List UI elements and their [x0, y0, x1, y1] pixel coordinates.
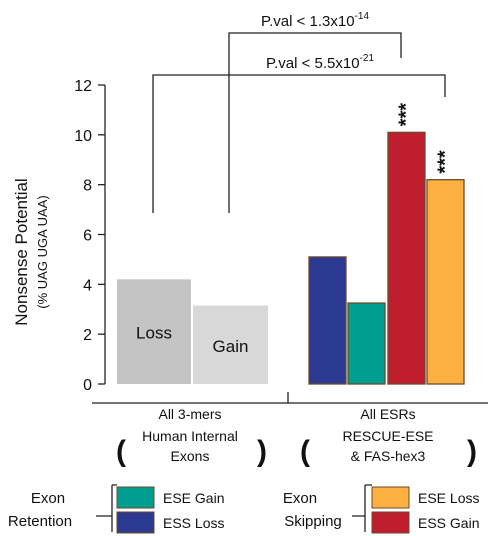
x-axis: All 3-mers Human Internal Exons () All ESRs R…	[92, 392, 488, 468]
y-axis: 0 2 4 6 8 10 12	[74, 78, 106, 394]
legend-bracket	[352, 484, 372, 532]
bracket-1	[228, 32, 402, 213]
significance-marker: ***	[396, 103, 418, 127]
y-axis-title: Nonsense Potential (% UAG UGA UAA)	[12, 178, 50, 325]
bar	[426, 179, 465, 385]
y-tick-label: 0	[83, 377, 92, 394]
y-tick-label: 10	[74, 128, 92, 145]
legend-title-line: Exon	[283, 490, 317, 507]
legend-label: ESE Gain	[163, 490, 224, 506]
legend: Exon Retention ESE Gain ESS Loss Exon Skippin…	[8, 484, 479, 534]
bar	[117, 279, 191, 384]
y-tick-label: 2	[83, 327, 92, 344]
significance-brackets: P.val < 1.3x10-14 P.val < 5.5x10-21	[152, 11, 446, 213]
legend-label: ESS Gain	[418, 515, 479, 531]
group-subtitle-line: Exons	[171, 448, 210, 464]
bar	[193, 305, 268, 384]
p-value-1-exponent: -14	[355, 11, 370, 22]
paren-right: )	[257, 435, 267, 468]
paren-left: (	[116, 435, 126, 468]
legend-swatch	[371, 511, 410, 534]
paren-left: (	[300, 435, 310, 468]
group-subtitle-line: RESCUE-ESE	[342, 428, 433, 444]
legend-swatch	[371, 486, 410, 509]
bar	[308, 256, 347, 385]
y-tick-label: 12	[74, 78, 92, 95]
group-subtitle-line: & FAS-hex3	[351, 448, 426, 464]
legend-label: ESE Loss	[418, 490, 479, 506]
group-name: All ESRs	[360, 406, 415, 422]
bars: Loss Gain *** ***	[117, 103, 465, 385]
p-value-1: P.val < 1.3x10-14	[261, 11, 369, 30]
y-tick-label: 6	[83, 228, 92, 245]
group-name: All 3-mers	[158, 406, 221, 422]
bracket-2	[152, 74, 446, 213]
p-value-2-exponent: -21	[360, 53, 375, 64]
legend-title-line: Exon	[31, 490, 65, 507]
p-value-2: P.val < 5.5x10-21	[266, 53, 374, 72]
legend-swatch	[116, 486, 155, 509]
legend-label: ESS Loss	[163, 515, 224, 531]
legend-title-line: Skipping	[284, 513, 342, 530]
bar	[387, 131, 426, 385]
bar	[347, 302, 386, 385]
legend-bracket	[96, 484, 117, 532]
legend-title-line: Retention	[8, 513, 72, 530]
bar-label: Loss	[136, 324, 172, 343]
group-subtitle-line: Human Internal	[142, 428, 238, 444]
paren-right: )	[467, 435, 477, 468]
significance-marker: ***	[435, 150, 457, 174]
y-axis-sublabel: (% UAG UGA UAA)	[35, 195, 50, 308]
bar-label: Gain	[213, 337, 249, 356]
y-tick-label: 4	[83, 277, 92, 294]
y-tick-label: 8	[83, 178, 92, 195]
legend-swatch	[116, 511, 155, 534]
y-axis-label: Nonsense Potential	[12, 178, 31, 325]
